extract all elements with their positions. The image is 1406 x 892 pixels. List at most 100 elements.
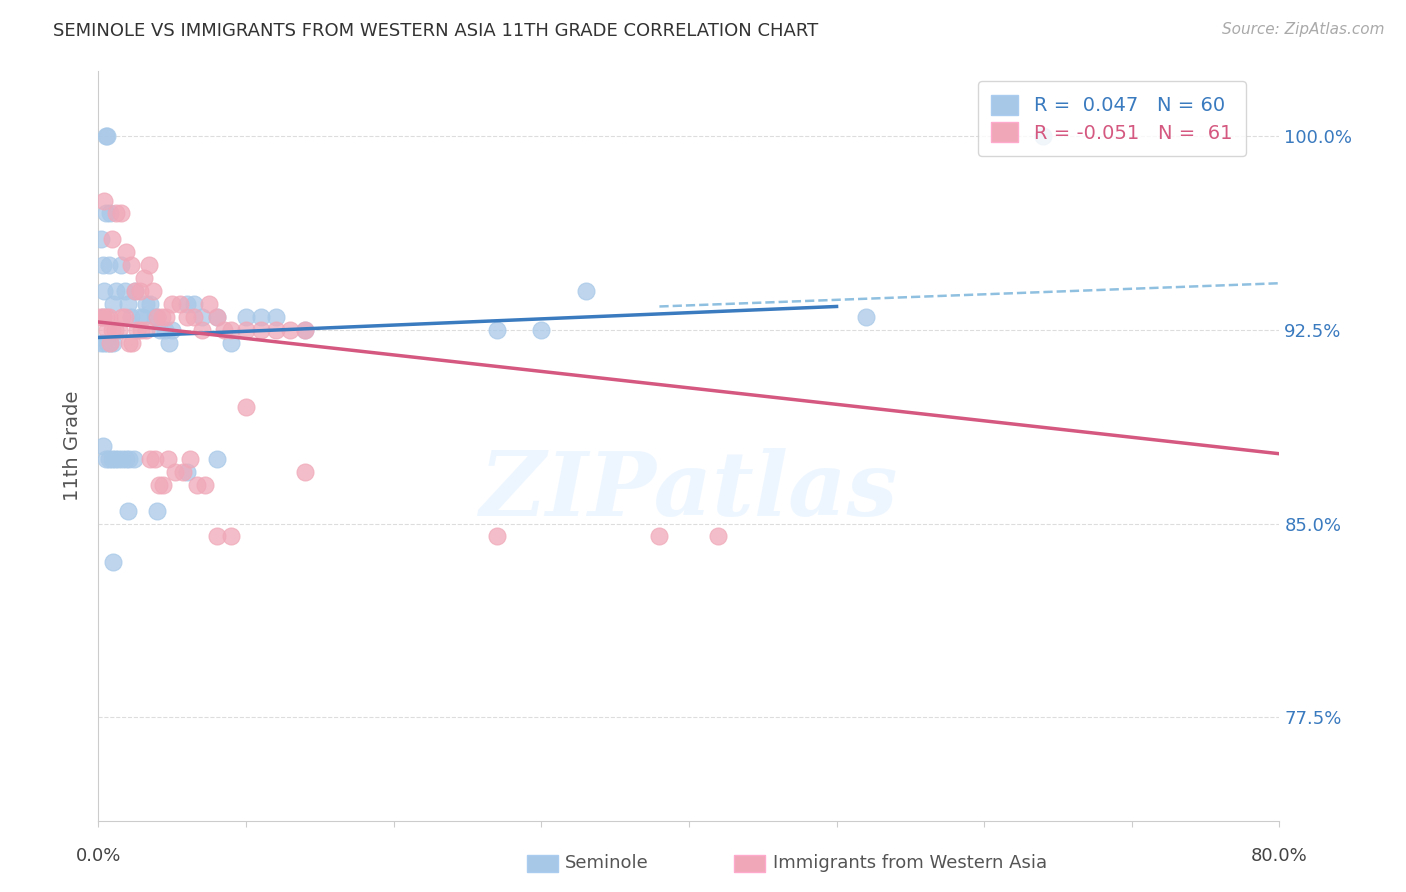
Point [146,503,169,517]
Point [94,310,117,324]
Point [205,451,228,466]
Point [157,335,180,350]
Text: Seminole: Seminole [565,855,650,872]
Point [143,451,166,466]
Point [124,284,146,298]
Point [143,310,166,324]
Point [128,284,150,298]
Point [107,451,129,466]
Point [100,323,122,337]
Point [575,284,598,298]
Point [93,194,115,208]
Point [115,451,138,466]
Legend: R =  0.047   N = 60, R = -0.051   N =  61: R = 0.047 N = 60, R = -0.051 N = 61 [977,81,1246,156]
Point [165,465,187,479]
Point [183,297,205,311]
Point [96,323,118,337]
Point [118,451,141,466]
Point [186,477,208,491]
Point [134,271,156,285]
Point [212,323,235,337]
Text: Source: ZipAtlas.com: Source: ZipAtlas.com [1222,22,1385,37]
Point [114,310,136,324]
Text: 0.0%: 0.0% [76,847,121,865]
Point [129,323,152,337]
Point [486,529,509,543]
Point [146,310,169,324]
Point [172,465,194,479]
Point [120,310,142,324]
Point [149,323,172,337]
Point [205,529,228,543]
Point [94,451,117,466]
Point [221,529,243,543]
Point [98,335,121,350]
Point [235,323,257,337]
Point [100,451,122,466]
Point [97,258,120,272]
Point [176,297,198,311]
Point [103,297,125,311]
Point [111,310,134,324]
Point [100,232,122,246]
Text: 80.0%: 80.0% [1251,847,1308,865]
Point [146,310,169,324]
Point [103,335,125,350]
Point [135,323,157,337]
Point [97,310,120,324]
Point [486,323,509,337]
Text: SEMINOLE VS IMMIGRANTS FROM WESTERN ASIA 11TH GRADE CORRELATION CHART: SEMINOLE VS IMMIGRANTS FROM WESTERN ASIA… [53,22,818,40]
Point [117,503,139,517]
Point [91,310,114,324]
Point [114,284,136,298]
Point [221,323,243,337]
Point [93,284,115,298]
Point [250,310,273,324]
Point [94,206,117,220]
Point [176,310,198,324]
Point [150,310,173,324]
Point [156,451,179,466]
Point [94,128,117,143]
Point [191,310,214,324]
Point [117,297,139,311]
Point [194,477,217,491]
Point [115,245,138,260]
Point [235,310,257,324]
Point [162,297,183,311]
Point [96,128,118,143]
Point [110,258,132,272]
Point [124,284,146,298]
Point [176,465,198,479]
Point [98,206,121,220]
Point [139,297,162,311]
Point [105,284,128,298]
Point [235,401,257,415]
Point [122,451,145,466]
Point [98,335,121,350]
Point [139,451,162,466]
Point [294,323,316,337]
Point [108,323,131,337]
Point [1032,128,1054,143]
Point [221,335,243,350]
Point [155,310,177,324]
Point [120,258,142,272]
Point [90,335,112,350]
Point [142,284,165,298]
Point [198,297,221,311]
Point [162,323,183,337]
Point [138,258,160,272]
Text: Immigrants from Western Asia: Immigrants from Western Asia [773,855,1047,872]
Point [96,335,118,350]
Point [153,323,176,337]
Point [169,297,191,311]
Point [89,310,111,324]
Point [179,451,201,466]
Point [264,310,287,324]
Point [90,232,112,246]
Point [250,323,273,337]
Y-axis label: 11th Grade: 11th Grade [63,391,83,501]
Point [103,555,125,569]
Point [118,335,141,350]
